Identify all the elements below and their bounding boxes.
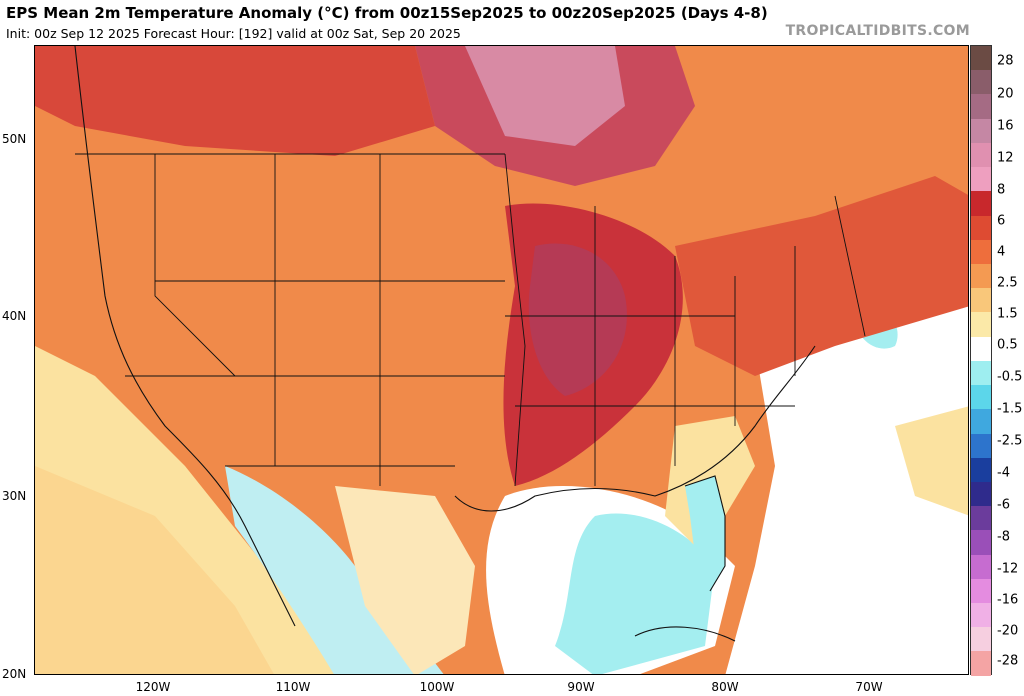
chart-subtitle: Init: 00z Sep 12 2025 Forecast Hour: [19… — [6, 26, 461, 41]
colorbar-tick-label: 16 — [997, 118, 1014, 134]
lat-label-40n: 40N — [2, 309, 27, 323]
colorbar-cell — [971, 215, 991, 240]
eastern-pacific — [35, 466, 274, 674]
colorbar-tick-label: -16 — [997, 592, 1019, 608]
canada-hot — [465, 46, 625, 146]
atlantic-warm — [895, 406, 968, 516]
colorbar-cell — [971, 651, 991, 676]
lon-label-90w: 90W — [567, 680, 595, 694]
colorbar-tick-label: 20 — [997, 86, 1014, 102]
colorbar-cell — [971, 191, 991, 216]
colorbar-tick-label: 12 — [997, 150, 1014, 166]
colorbar-cell — [971, 336, 991, 361]
colorbar-cell — [971, 554, 991, 579]
colorbar-cell — [971, 360, 991, 386]
colorbar-cell — [971, 167, 991, 192]
colorbar-tick-label: 2.5 — [997, 275, 1018, 291]
colorbar-tick-label: 6 — [997, 213, 1006, 229]
lat-label-20n: 20N — [2, 667, 27, 681]
colorbar-tick-label: -1.5 — [997, 401, 1023, 417]
colorbar-cell — [971, 433, 991, 458]
colorbar-tick-label: -20 — [997, 623, 1019, 639]
lon-label-80w: 80W — [711, 680, 739, 694]
colorbar-tick-label: -6 — [997, 497, 1010, 513]
colorbar-cell — [971, 627, 991, 652]
colorbar-cell — [971, 481, 991, 507]
colorbar-tick-label: -0.5 — [997, 369, 1023, 385]
colorbar — [970, 45, 992, 676]
brand-watermark: TROPICALTIDBITS.COM — [785, 23, 970, 39]
lon-label-100w: 100W — [419, 680, 455, 694]
atlantic-ocean — [725, 306, 968, 674]
lat-label-50n: 50N — [2, 132, 27, 146]
colorbar-tick-label: 1.5 — [997, 306, 1018, 322]
colorbar-cell — [971, 142, 991, 168]
lon-label-110w: 110W — [275, 680, 311, 694]
colorbar-tick-label: 0.5 — [997, 337, 1018, 353]
colorbar-tick-label: -4 — [997, 465, 1010, 481]
colorbar-cell — [971, 70, 991, 95]
state-borders — [75, 153, 866, 487]
colorbar-tick-label: -8 — [997, 529, 1010, 545]
map-canvas — [35, 46, 968, 674]
northeast-warm — [675, 176, 968, 376]
lat-label-30n: 30N — [2, 489, 27, 503]
colorbar-tick-label: -28 — [997, 653, 1019, 669]
northwest-warm — [35, 46, 435, 156]
colorbar-cell — [971, 94, 991, 119]
coastlines — [74, 46, 816, 642]
colorbar-cell — [971, 263, 991, 289]
colorbar-cell — [971, 506, 991, 531]
colorbar-cell — [971, 385, 991, 410]
colorbar-cell — [971, 603, 991, 628]
lon-label-70w: 70W — [855, 680, 883, 694]
colorbar-cell — [971, 239, 991, 264]
chart-title: EPS Mean 2m Temperature Anomaly (°C) fro… — [6, 4, 768, 22]
colorbar-cell — [971, 118, 991, 143]
lon-label-120w: 120W — [135, 680, 171, 694]
colorbar-cell — [971, 578, 991, 604]
colorbar-cell — [971, 312, 991, 337]
colorbar-cell — [971, 288, 991, 313]
florida — [685, 476, 725, 591]
colorbar-cell — [971, 530, 991, 555]
colorbar-cell — [971, 46, 991, 71]
gulf-cool — [555, 513, 715, 674]
mexico-interior — [335, 486, 475, 674]
colorbar-tick-label: 8 — [997, 182, 1006, 198]
colorbar-tick-label: -12 — [997, 561, 1019, 577]
colorbar-tick-label: -2.5 — [997, 433, 1023, 449]
colorbar-tick-label: 28 — [997, 53, 1014, 69]
colorbar-cell — [971, 409, 991, 434]
midwest-hot-center — [528, 243, 627, 396]
colorbar-tick-label: 4 — [997, 244, 1006, 260]
colorbar-cell — [971, 457, 991, 482]
anomaly-map — [34, 45, 969, 675]
